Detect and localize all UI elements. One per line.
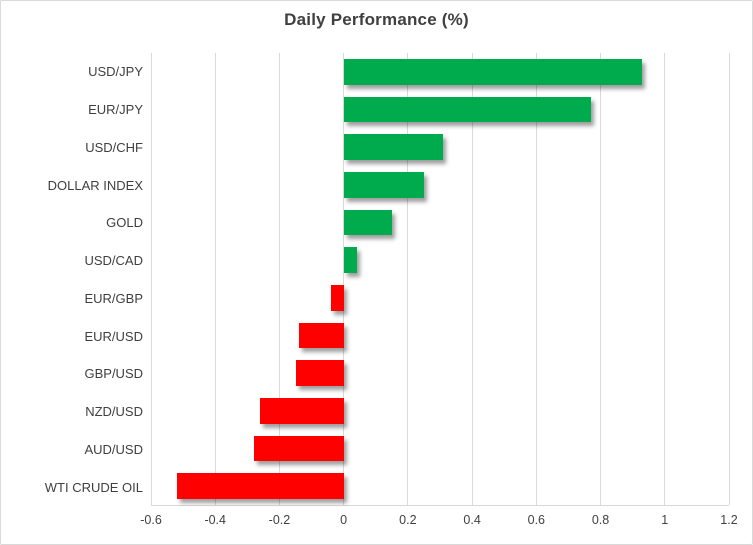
x-tick-label: 0 <box>340 513 348 527</box>
gridline <box>728 53 730 505</box>
category-label-dollar-index: DOLLAR INDEX <box>47 177 143 193</box>
category-label-usd-chf: USD/CHF <box>85 139 143 155</box>
plot-area <box>150 53 730 506</box>
x-tick-label: 1 <box>661 513 669 527</box>
x-tick-label: 1.2 <box>720 513 738 527</box>
gridline <box>278 53 280 505</box>
category-label-wti-crude-oil: WTI CRUDE OIL <box>44 479 143 495</box>
x-tick-label: 0.2 <box>399 513 417 527</box>
bar-nzd-usd <box>260 398 344 424</box>
x-tick-label: -0.2 <box>268 513 291 527</box>
bar-aud-usd <box>253 435 344 462</box>
bar-eur-jpy <box>343 96 591 123</box>
category-label-aud-usd: AUD/USD <box>84 441 143 457</box>
bar-dollar-index <box>343 172 424 198</box>
bar-gold <box>343 209 392 236</box>
x-tick-label: 0.6 <box>527 513 546 527</box>
category-label-gbp-usd: GBP/USD <box>84 366 143 382</box>
chart-title: Daily Performance (%) <box>284 10 469 29</box>
category-label-eur-jpy: EUR/JPY <box>88 102 143 118</box>
bar-usd-cad <box>343 247 357 273</box>
category-label-eur-gbp: EUR/GBP <box>84 290 143 306</box>
gridline <box>535 53 537 505</box>
gridline <box>664 53 666 505</box>
gridline <box>150 53 152 505</box>
bar-wti-crude-oil <box>176 473 344 499</box>
x-axis-tick-labels: -0.6 -0.4 -0.2 0 0.2 0.4 0.6 0.8 1 1.2 <box>140 513 737 531</box>
bar-eur-usd <box>298 322 344 349</box>
gridline <box>407 53 409 505</box>
x-tick-label: 0.4 <box>463 513 481 527</box>
category-label-usd-jpy: USD/JPY <box>88 64 143 80</box>
category-label-gold: GOLD <box>106 215 143 231</box>
gridline <box>214 53 216 505</box>
gridline <box>600 53 602 505</box>
bar-eur-gbp <box>330 285 344 311</box>
category-label-eur-usd: EUR/USD <box>84 328 143 344</box>
gridline <box>471 53 473 505</box>
x-tick-label: 0.8 <box>591 513 610 527</box>
gridline <box>343 53 345 505</box>
category-label-nzd-usd: NZD/USD <box>85 404 143 420</box>
bar-usd-chf <box>343 134 444 160</box>
bar-usd-jpy <box>343 59 643 85</box>
x-tick-label: -0.6 <box>140 513 162 527</box>
category-axis-labels: USD/JPY EUR/JPY USD/CHF DOLLAR INDEX GOLD USD… <box>1 53 143 506</box>
x-tick-label: -0.4 <box>204 513 226 527</box>
bar-gbp-usd <box>295 360 344 386</box>
category-label-usd-cad: USD/CAD <box>84 253 143 269</box>
